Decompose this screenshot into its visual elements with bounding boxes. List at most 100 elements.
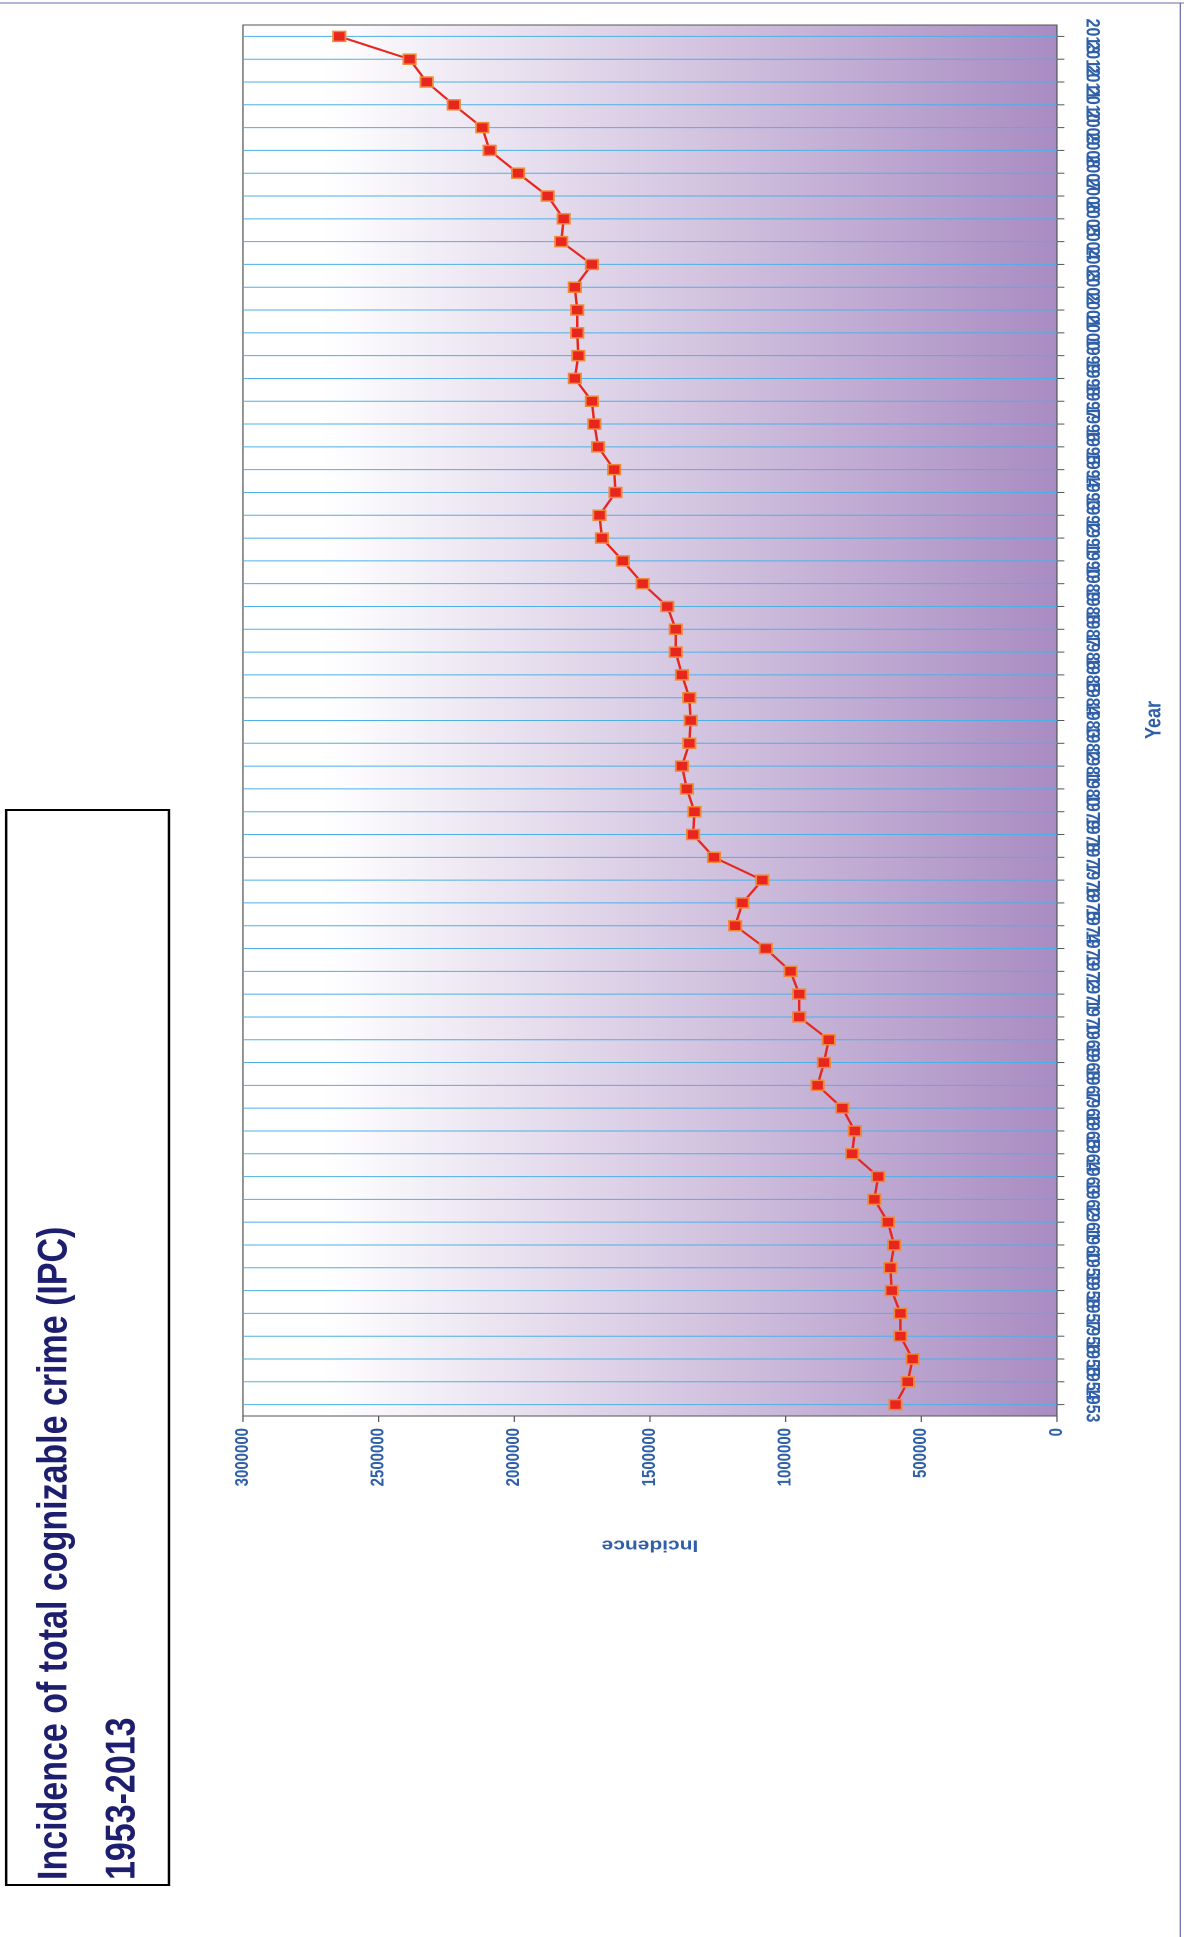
x-tick-label: 1970: [1082, 999, 1104, 1035]
data-point: [871, 1170, 886, 1183]
data-point: [893, 1330, 908, 1342]
x-tick-label: 2010: [1082, 87, 1104, 123]
x-tick-label: 1960: [1082, 1227, 1104, 1263]
data-point: [635, 577, 650, 590]
data-point: [686, 828, 701, 841]
x-tick-label: 1957: [1082, 1296, 1104, 1332]
x-tick-label: 1977: [1082, 840, 1104, 876]
data-point: [584, 258, 599, 271]
x-tick-label: 1988: [1082, 589, 1104, 625]
x-tick-label: 1994: [1082, 452, 1104, 488]
x-tick-label: 1989: [1082, 566, 1104, 602]
x-tick-label: 1973: [1082, 931, 1104, 967]
x-tick-label: 1961: [1082, 1204, 1104, 1240]
data-point: [888, 1398, 903, 1411]
x-tick-label: 1996: [1082, 406, 1104, 442]
data-point: [893, 1307, 908, 1320]
data-point: [758, 942, 773, 955]
x-tick-label: 1967: [1082, 1068, 1104, 1104]
data-point: [728, 919, 743, 932]
x-tick-label: 1999: [1082, 338, 1104, 374]
x-tick-label: 2004: [1082, 224, 1104, 260]
x-tick-label: 1965: [1082, 1113, 1104, 1149]
x-tick-label: 1956: [1082, 1318, 1104, 1354]
data-point: [706, 851, 722, 864]
x-tick-label: 1968: [1082, 1045, 1104, 1081]
x-tick-label: 2003: [1082, 247, 1104, 283]
data-point: [511, 167, 526, 179]
data-point: [674, 760, 690, 772]
x-tick-label: 1982: [1082, 726, 1104, 762]
data-point: [674, 669, 690, 681]
data-point: [755, 874, 770, 886]
data-point: [554, 235, 569, 248]
x-tick-label: 1953: [1082, 1387, 1104, 1423]
x-tick-label: 2009: [1082, 110, 1104, 146]
data-point: [587, 418, 602, 430]
x-tick-label: 1984: [1082, 680, 1104, 716]
data-point: [592, 509, 607, 522]
x-tick-label: 1969: [1082, 1022, 1104, 1058]
x-tick-label: 1959: [1082, 1250, 1104, 1286]
x-tick-label: 1955: [1082, 1341, 1104, 1377]
data-point: [584, 395, 599, 408]
data-point: [683, 714, 698, 727]
x-tick-label: 1985: [1082, 657, 1104, 693]
x-tick-label: 1962: [1082, 1182, 1104, 1218]
data-point: [682, 737, 697, 750]
x-tick-label: 2005: [1082, 201, 1104, 237]
data-point: [905, 1353, 920, 1365]
chart-title: Incidence of total cognizable crime (IPC…: [29, 1227, 76, 1880]
data-point: [608, 486, 623, 499]
x-tick-label: 1987: [1082, 611, 1104, 647]
x-tick-label: 1975: [1082, 885, 1104, 921]
data-point: [810, 1079, 825, 1092]
x-tick-label: 1998: [1082, 361, 1104, 397]
x-tick-label: 1983: [1082, 703, 1104, 739]
data-point: [607, 463, 622, 476]
x-tick-label: 2006: [1082, 178, 1104, 214]
x-tick-label: 1981: [1082, 748, 1104, 784]
x-tick-label: 2008: [1082, 133, 1104, 169]
x-tick-label: 1954: [1082, 1364, 1104, 1400]
x-tick-label: 1979: [1082, 794, 1104, 830]
x-tick-label: 1992: [1082, 497, 1104, 533]
data-point: [570, 304, 585, 316]
data-point: [679, 783, 694, 795]
x-tick-label: 1986: [1082, 634, 1104, 670]
data-point: [821, 1033, 836, 1046]
x-tick-label: 2012: [1082, 41, 1104, 77]
x-tick-label: 2000: [1082, 315, 1104, 351]
data-point: [835, 1102, 850, 1114]
data-point: [446, 99, 461, 111]
data-point: [687, 805, 702, 818]
x-tick-label: 1964: [1082, 1136, 1104, 1172]
x-tick-label: 2001: [1082, 292, 1104, 328]
data-point: [668, 623, 683, 636]
data-point: [594, 532, 610, 544]
x-tick-label: 2002: [1082, 269, 1104, 305]
data-point: [475, 121, 490, 134]
data-point: [816, 1056, 831, 1069]
y-tick-label: 500000: [910, 1428, 931, 1478]
x-tick-label: 2007: [1082, 155, 1104, 191]
data-point: [668, 646, 683, 658]
data-point: [540, 190, 555, 202]
data-point: [682, 691, 697, 704]
data-point: [419, 76, 434, 88]
data-point: [735, 897, 750, 909]
x-tick-label: 1963: [1082, 1159, 1104, 1195]
x-tick-label: 1974: [1082, 908, 1104, 944]
data-point: [482, 144, 497, 157]
x-axis-label: Year: [1142, 701, 1166, 739]
chart-subtitle: 1953-2013: [97, 1717, 144, 1880]
data-point: [884, 1284, 899, 1297]
data-point: [783, 965, 798, 978]
x-tick-label: 1995: [1082, 429, 1104, 465]
x-tick-label: 2013: [1082, 19, 1104, 55]
data-point: [792, 1011, 807, 1023]
x-tick-label: 1990: [1082, 543, 1104, 579]
data-point: [402, 53, 417, 65]
data-point: [867, 1193, 882, 1206]
